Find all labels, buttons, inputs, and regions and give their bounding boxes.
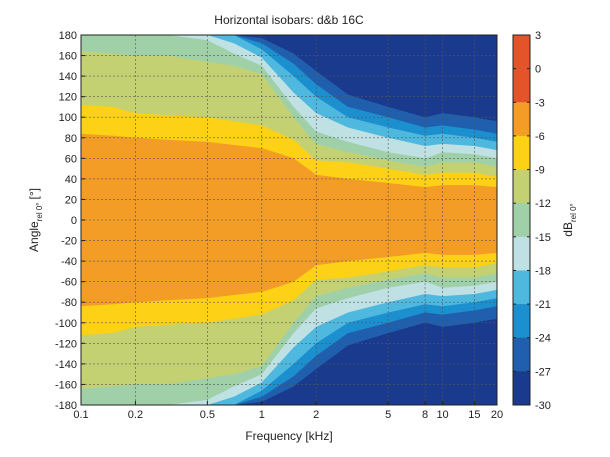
y-tick-label: 20 [65, 194, 77, 206]
colorbar-band [513, 203, 530, 238]
colorbar-tick-label: -12 [535, 198, 551, 210]
x-axis: 0.1 0.2 0.5 1 2 5 8 10 15 20 [73, 401, 503, 421]
y-tick-label: -80 [61, 297, 77, 309]
y-tick-label: 120 [59, 92, 77, 104]
colorbar-band [513, 270, 530, 305]
x-tick-label: 5 [385, 409, 391, 421]
y-tick-label: 140 [59, 71, 77, 83]
y-tick-label: 0 [71, 215, 77, 227]
colorbar-label: dBrel 0° [561, 203, 578, 236]
y-axis: 180 160 140 120 100 80 60 40 20 0 -20 -40 -60 -80 -100… [55, 30, 85, 412]
colorbar-band [513, 68, 530, 103]
colorbar-band [513, 337, 530, 372]
y-tick-label: -60 [61, 277, 77, 289]
colorbar-band [513, 371, 530, 406]
colorbar-tick-label: -27 [535, 366, 551, 378]
y-tick-label: 60 [65, 153, 77, 165]
y-tick-label: -100 [55, 318, 77, 330]
colorbar-label-sub: rel 0° [569, 203, 578, 222]
y-axis-label-main: Angle [27, 221, 41, 252]
colorbar-band [513, 304, 530, 339]
x-tick-label: 8 [422, 409, 428, 421]
x-tick-label: 15 [468, 409, 480, 421]
x-tick-label: 10 [436, 409, 448, 421]
colorbar-tick-label: 0 [535, 64, 541, 76]
colorbar: 3 0 -3 -6 -9 -12 -15 -18 -21 -24 -27 -30 [512, 30, 551, 412]
y-tick-label: -40 [61, 256, 77, 268]
colorbar-tick-label: -24 [535, 333, 551, 345]
x-tick-label: 1 [259, 409, 265, 421]
x-tick-label: 0.5 [200, 409, 215, 421]
colorbar-tick-label: 3 [535, 30, 541, 42]
y-tick-label: -160 [55, 379, 77, 391]
colorbar-band [513, 135, 530, 171]
colorbar-label-main: dB [561, 222, 575, 237]
y-tick-label: 80 [65, 133, 77, 145]
chart-title: Horizontal isobars: d&b 16C [214, 13, 364, 27]
colorbar-tick-label: -6 [535, 131, 545, 143]
y-axis-label: Anglerel 0° [°] [27, 188, 44, 252]
y-tick-label: 100 [59, 112, 77, 124]
colorbar-tick-label: -3 [535, 97, 545, 109]
y-tick-label: 180 [59, 30, 77, 42]
x-tick-label: 0.1 [73, 409, 88, 421]
x-tick-label: 20 [491, 409, 503, 421]
x-axis-label: Frequency [kHz] [245, 429, 332, 443]
grid [81, 35, 497, 405]
x-tick-label: 0.2 [128, 409, 143, 421]
colorbar-band [513, 102, 530, 137]
y-axis-label-unit: [°] [27, 188, 41, 199]
y-tick-label: -180 [55, 400, 77, 412]
colorbar-tick-label: -30 [535, 400, 551, 412]
colorbar-tick-label: -21 [535, 299, 551, 311]
y-axis-label-sub: rel 0° [35, 203, 44, 222]
colorbar-band [513, 236, 530, 271]
x-tick-label: 2 [313, 409, 319, 421]
colorbar-tick-label: -9 [535, 165, 545, 177]
y-tick-label: -120 [55, 338, 77, 350]
colorbar-band [513, 169, 530, 204]
y-tick-label: -20 [61, 236, 77, 248]
y-tick-label: 40 [65, 174, 77, 186]
colorbar-tick-label: -18 [535, 265, 551, 277]
y-tick-label: 160 [59, 51, 77, 63]
colorbar-tick-label: -15 [535, 232, 551, 244]
colorbar-band [513, 35, 530, 70]
colorbar-frame [512, 34, 531, 406]
y-tick-label: -140 [55, 359, 77, 371]
